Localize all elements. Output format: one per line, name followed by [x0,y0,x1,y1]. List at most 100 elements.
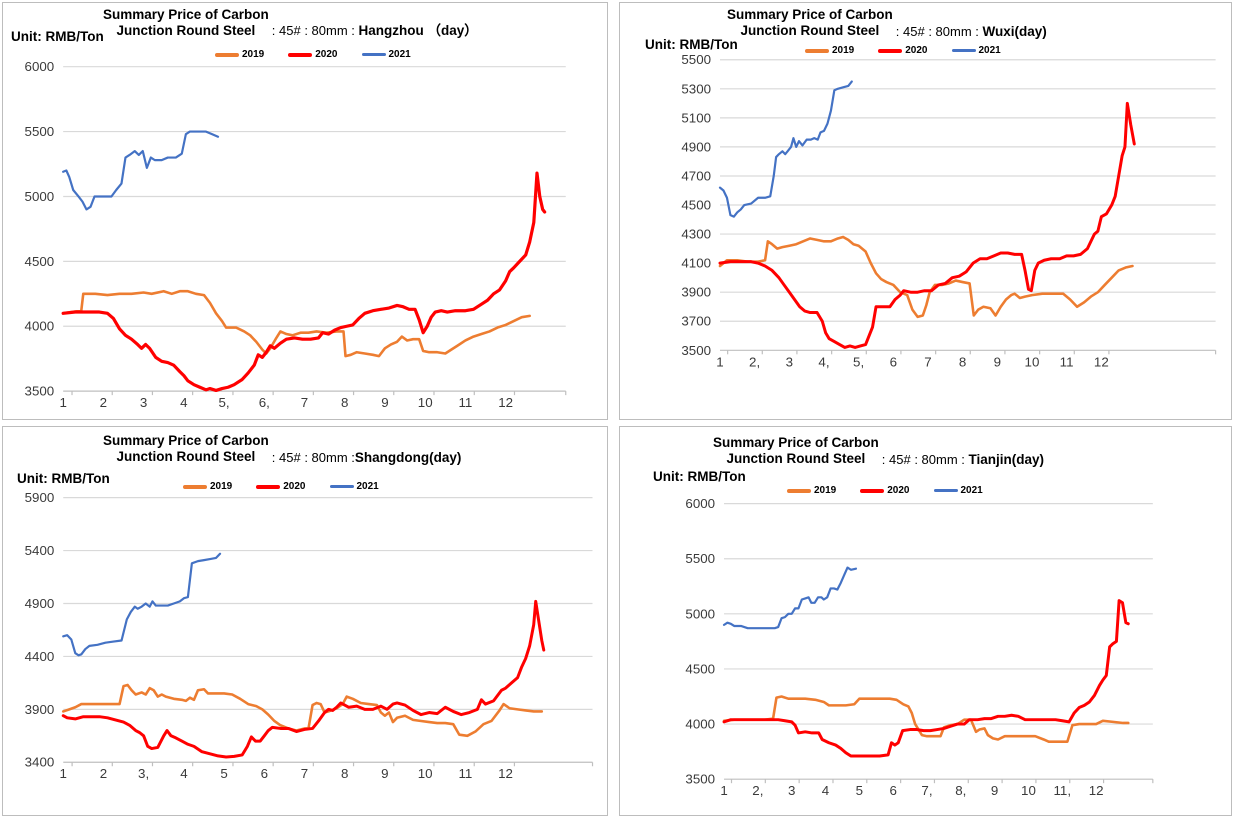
svg-text:6: 6 [889,783,896,798]
chart-title: Summary Price of Carbon Junction Round S… [103,7,478,40]
chart-title: Summary Price of Carbon Junction Round S… [103,433,461,466]
city-label: Hangzhou （day） [358,22,478,38]
svg-text:4700: 4700 [681,168,711,183]
legend-label: 2020 [315,49,338,60]
svg-text:5: 5 [856,783,863,798]
svg-text:4: 4 [822,783,830,798]
svg-text:10: 10 [1025,354,1040,369]
legend-label: 2019 [210,481,233,492]
svg-text:11,: 11, [1054,783,1072,798]
legend-label: 2021 [356,481,379,492]
svg-text:5100: 5100 [681,110,711,125]
svg-text:3900: 3900 [681,285,711,300]
svg-text:4500: 4500 [25,254,55,269]
svg-text:11: 11 [459,395,473,410]
svg-text:3900: 3900 [25,702,55,717]
legend-swatch-2019 [787,488,811,493]
svg-text:8: 8 [959,354,966,369]
chart-title-spec: : 45# : 80mm : Hangzhou （day） [272,19,478,40]
svg-text:5500: 5500 [681,52,711,67]
svg-text:5,: 5, [219,395,230,410]
svg-text:1: 1 [716,354,723,369]
svg-text:1: 1 [720,783,727,798]
svg-text:3: 3 [786,354,793,369]
unit-label: Unit: RMB/Ton [17,471,110,486]
svg-text:4000: 4000 [25,319,55,334]
chart-title-main: Summary Price of Carbon Junction Round S… [103,7,269,40]
svg-text:2: 2 [100,395,107,410]
legend-item-2020: 2020 [256,481,306,492]
svg-text:4500: 4500 [681,198,711,213]
legend-item-2020: 2020 [860,485,910,496]
svg-text:4400: 4400 [25,649,55,664]
chart-legend: 2019 2020 2021 [805,45,1001,56]
svg-text:12: 12 [498,766,513,781]
chart-plot-tianjin: 6000 5500 5000 4500 4000 3500 1 2, 3 4 5 6 7, 8, 9 10 11… [685,496,1154,798]
svg-text:4500: 4500 [685,661,715,676]
svg-text:4900: 4900 [25,596,55,611]
svg-text:9: 9 [991,783,998,798]
svg-text:6000: 6000 [25,59,55,74]
title-line1: Summary Price of Carbon [713,435,879,450]
svg-text:5900: 5900 [25,490,55,505]
legend-swatch-2020 [860,488,885,493]
chart-panel-shangdong: 5900 5400 4900 4400 3900 3400 1 2 3, 4 5 6 7 8 9 10 11 12… [2,426,608,816]
svg-text:3500: 3500 [681,343,711,358]
svg-text:6,: 6, [259,395,270,410]
legend-label: 2020 [283,481,306,492]
city-label: Wuxi(day) [982,23,1047,39]
svg-text:8: 8 [341,395,348,410]
title-line1: Summary Price of Carbon [103,7,269,22]
svg-text:3500: 3500 [685,772,715,787]
svg-text:12: 12 [1089,783,1104,798]
chart-legend: 2019 2020 2021 [183,481,379,492]
chart-legend: 2019 2020 2021 [215,49,411,60]
city-label: Tianjin(day) [968,451,1045,467]
svg-text:3400: 3400 [25,755,55,770]
svg-text:3700: 3700 [681,314,711,329]
svg-text:4,: 4, [818,354,829,369]
svg-text:4: 4 [180,395,188,410]
legend-swatch-2020 [256,484,281,489]
title-line1: Summary Price of Carbon [727,7,893,22]
legend-swatch-2020 [878,48,903,53]
legend-swatch-2019 [805,48,829,53]
legend-item-2019: 2019 [215,49,264,60]
legend-swatch-2021 [329,485,354,488]
spec-text: : 45# : 80mm : [895,23,979,39]
svg-text:1: 1 [60,766,67,781]
svg-text:6: 6 [890,354,897,369]
svg-text:7: 7 [301,766,308,781]
svg-text:11: 11 [1060,354,1074,369]
unit-label: Unit: RMB/Ton [645,37,738,52]
legend-item-2020: 2020 [878,45,928,56]
svg-text:2: 2 [100,766,107,781]
chart-title-main: Summary Price of Carbon Junction Round S… [103,433,269,466]
svg-text:5500: 5500 [25,124,55,139]
legend-item-2019: 2019 [805,45,854,56]
svg-text:2,: 2, [752,783,763,798]
svg-text:4300: 4300 [681,227,711,242]
legend-swatch-2020 [288,52,313,57]
legend-item-2021: 2021 [951,45,1001,56]
legend-label: 2020 [887,485,910,496]
svg-text:5300: 5300 [681,81,711,96]
legend-swatch-2021 [361,53,386,56]
svg-text:9: 9 [381,766,388,781]
chart-title-spec: : 45# : 80mm : Tianjin(day) [882,452,1044,468]
svg-text:5400: 5400 [25,543,55,558]
svg-text:5500: 5500 [685,551,715,566]
title-line2: Junction Round Steel [740,23,880,39]
svg-text:10: 10 [1021,783,1036,798]
legend-swatch-2019 [215,52,239,57]
svg-text:5000: 5000 [685,606,715,621]
svg-text:11: 11 [458,766,472,781]
svg-text:6: 6 [261,766,268,781]
svg-text:3: 3 [140,395,147,410]
svg-text:5000: 5000 [25,189,55,204]
svg-text:3: 3 [788,783,795,798]
svg-text:6000: 6000 [685,496,715,511]
legend-item-2021: 2021 [329,481,379,492]
